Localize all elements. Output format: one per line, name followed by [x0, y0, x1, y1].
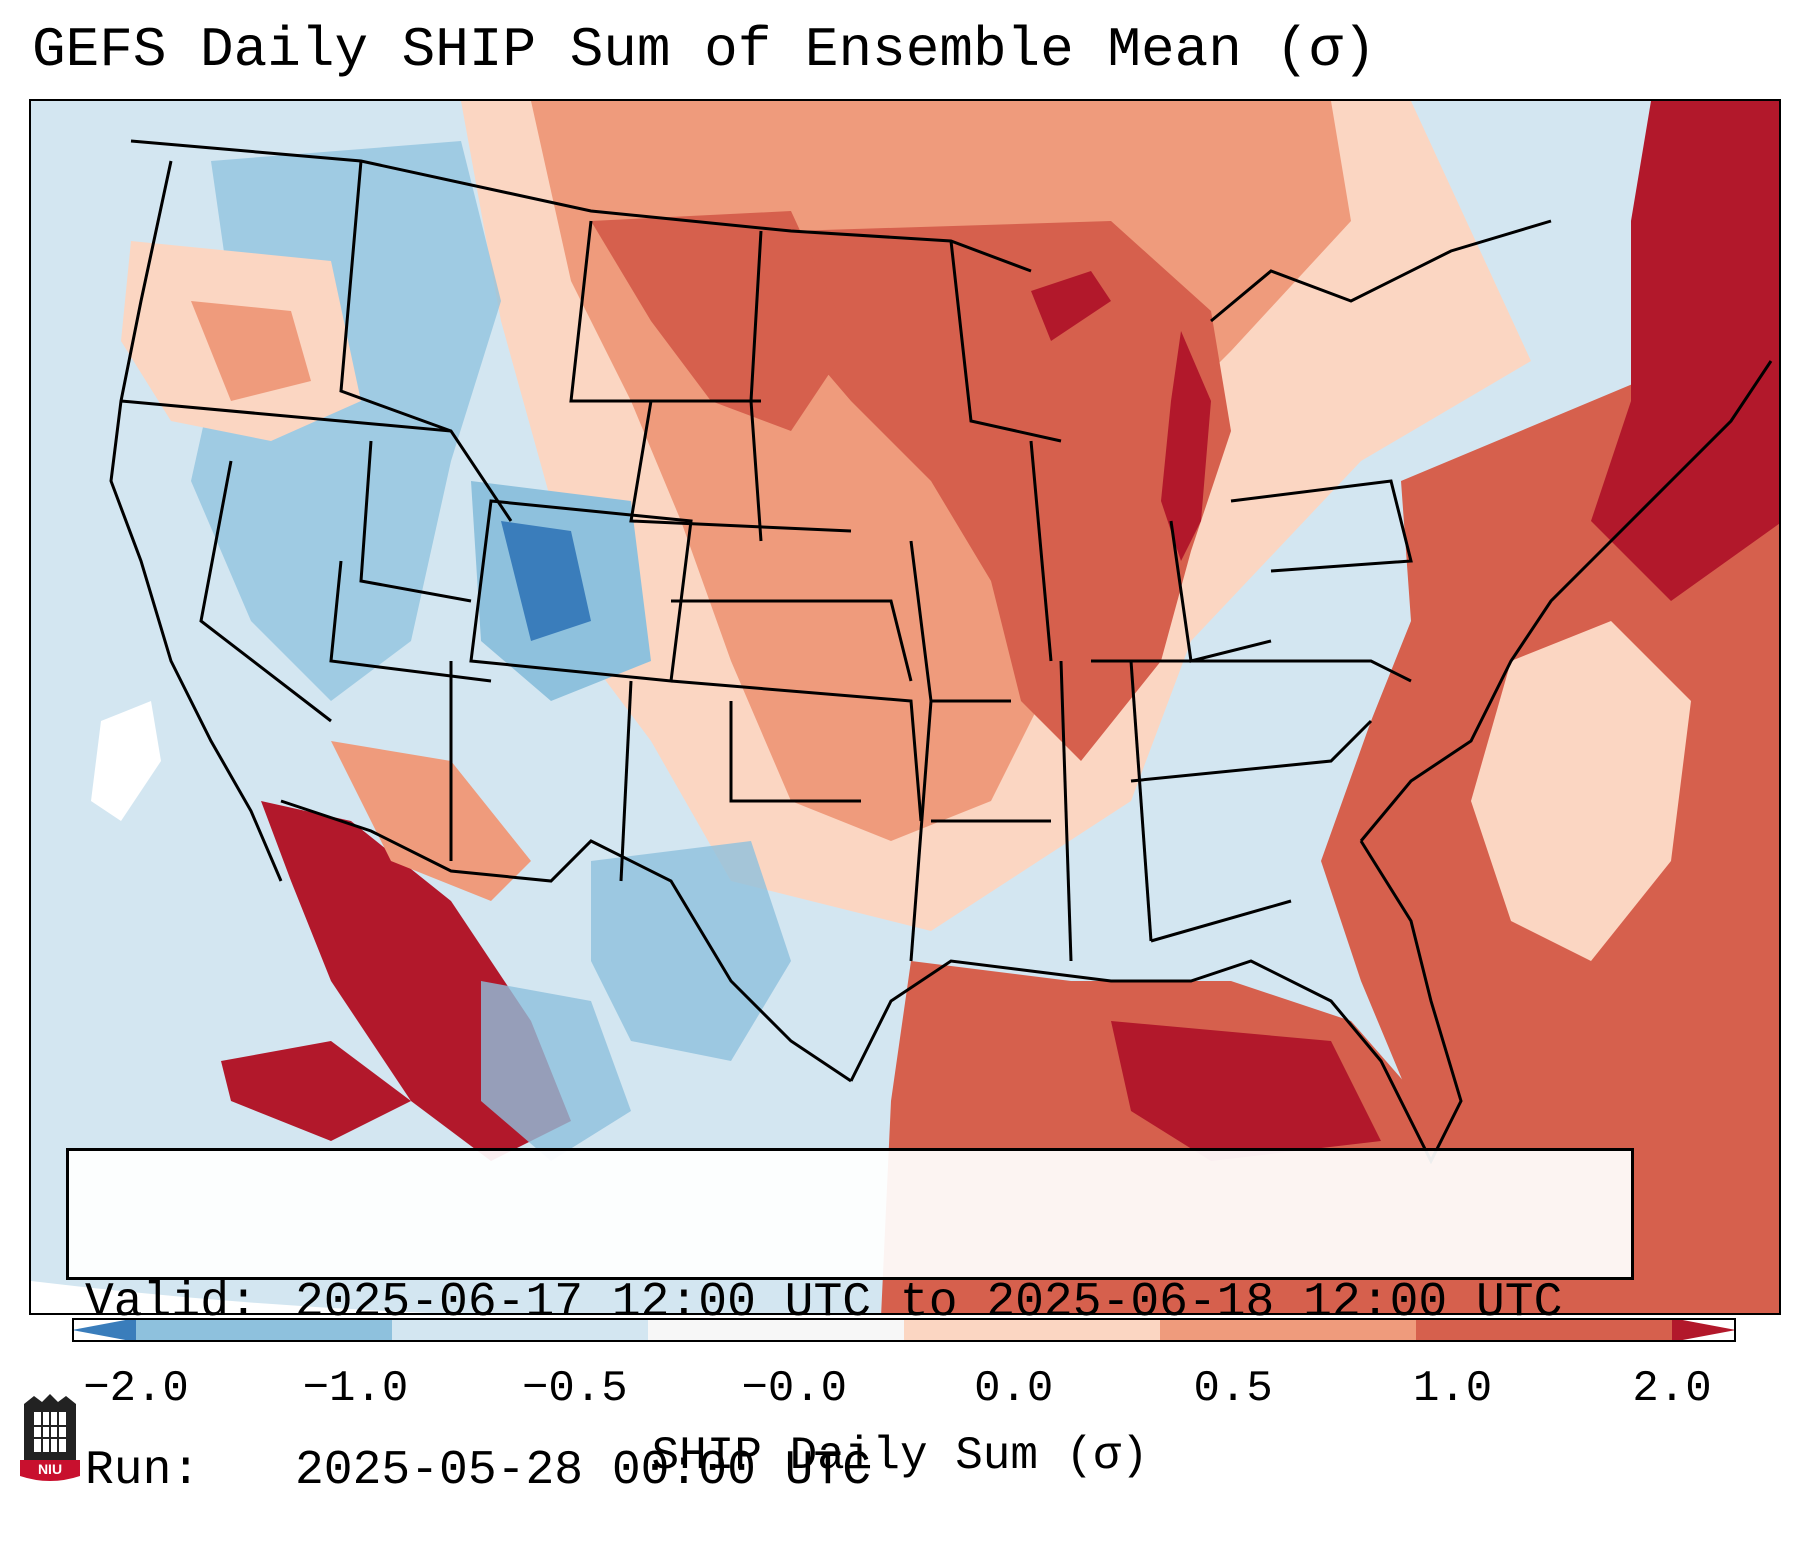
colorbar-tick-label: −0.5 — [522, 1364, 628, 1414]
colorbar-segment — [1416, 1318, 1673, 1342]
colorbar-tick-label: 0.0 — [974, 1364, 1054, 1414]
colorbar-segment — [392, 1318, 649, 1342]
colorbar-segment — [904, 1318, 1161, 1342]
colorbar-arrow-low — [72, 1318, 136, 1342]
lake-michigan — [1161, 331, 1211, 561]
colorbar-segment — [1160, 1318, 1417, 1342]
colorbar-tick-label: −1.0 — [302, 1364, 409, 1414]
map-panel — [29, 99, 1781, 1315]
colorbar-tick-label: 1.0 — [1412, 1364, 1493, 1414]
mid-red-arizona — [331, 741, 531, 901]
colorbar-outline — [72, 1318, 1736, 1342]
mid-blue-texas — [591, 841, 791, 1061]
red-field-plains — [591, 211, 851, 431]
dark-red-northeast-coast — [1591, 101, 1779, 601]
run-label: Run: — [85, 1444, 201, 1498]
mid-blue-mexico — [481, 981, 631, 1161]
run-row: Run: 2025-05-28 00:00 UTC — [85, 1443, 1615, 1499]
dark-red-pacific-mexico — [221, 1041, 411, 1141]
colorbar-tick-label: −0.0 — [741, 1364, 848, 1414]
colorbar-tick-label: 2.0 — [1632, 1364, 1712, 1414]
dark-blue-colorado — [501, 521, 591, 641]
light-red-atlantic-patch — [1471, 621, 1691, 961]
white-patch-pacific — [91, 701, 161, 821]
colorbar — [72, 1318, 1736, 1342]
lake-superior — [1031, 271, 1111, 341]
map-svg — [31, 101, 1779, 1313]
colorbar-tick-label: −2.0 — [83, 1364, 189, 1414]
niu-logo-text: NIU — [38, 1461, 62, 1477]
red-field-midwest — [791, 221, 1231, 761]
projection-edge — [31, 1281, 432, 1313]
run-value: 2025-05-28 00:00 UTC — [295, 1444, 872, 1498]
chart-title: GEFS Daily SHIP Sum of Ensemble Mean (σ) — [32, 18, 1377, 82]
colorbar-label: SHIP Daily Sum (σ) — [651, 1430, 1149, 1482]
info-box: Valid: 2025-06-17 12:00 UTC to 2025-06-18… — [66, 1148, 1634, 1498]
colorbar-segment — [648, 1318, 905, 1342]
state-borders — [109, 139, 1773, 1165]
colorbar-segment — [136, 1318, 393, 1342]
mid-red-oregon — [191, 301, 311, 401]
colorbar-arrow-high — [1672, 1318, 1736, 1342]
niu-logo: NIU — [20, 1394, 80, 1481]
colorbar-tick-label: 0.5 — [1193, 1364, 1273, 1414]
dark-red-gulf — [1111, 1021, 1381, 1161]
